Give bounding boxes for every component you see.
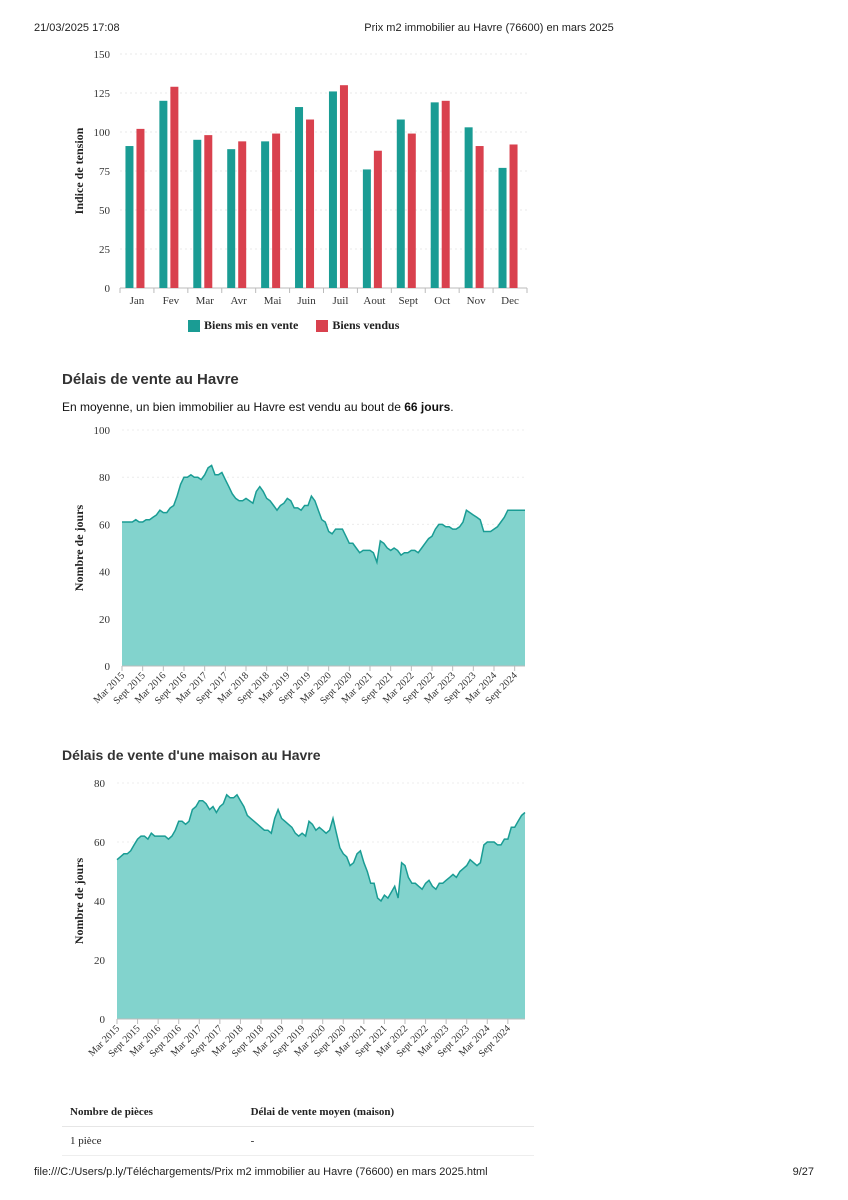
bar-mis-en-vente: [396, 119, 405, 289]
table-cell: -: [242, 1126, 534, 1156]
print-file-path: file:///C:/Users/p.ly/Téléchargements/Pr…: [34, 1166, 488, 1178]
x-tick-label: Oct: [434, 295, 450, 307]
y-tick-label: 40: [94, 896, 106, 908]
y-tick-label: 60: [94, 837, 106, 849]
y-tick-label: 40: [99, 567, 111, 579]
legend-item-biens-vendus[interactable]: Biens vendus: [316, 318, 399, 333]
y-tick-label: 50: [99, 205, 111, 217]
y-tick-label: 80: [99, 472, 111, 484]
bar-vendus: [441, 100, 450, 288]
rooms-table: Nombre de pièces Délai de vente moyen (m…: [62, 1098, 534, 1156]
x-tick-label: Aout: [363, 295, 385, 307]
x-tick-label: Dec: [501, 295, 519, 307]
bar-mis-en-vente: [159, 100, 168, 288]
table-header-row: Nombre de pièces Délai de vente moyen (m…: [62, 1098, 534, 1127]
bar-chart-legend: Biens mis en vente Biens vendus: [188, 318, 399, 333]
bar-vendus: [475, 146, 484, 288]
bar-mis-en-vente: [362, 169, 371, 288]
y-tick-label: 100: [94, 425, 111, 437]
legend-label: Biens mis en vente: [204, 318, 299, 332]
y-tick-label: 125: [94, 88, 111, 100]
section-title-maison: Délais de vente d'une maison au Havre: [62, 747, 321, 763]
section-title-delais: Délais de vente au Havre: [62, 371, 239, 388]
x-tick-label: Mai: [264, 295, 282, 307]
x-tick-label: Jan: [130, 295, 145, 307]
y-tick-label: 60: [99, 519, 111, 531]
area-line: [116, 793, 526, 903]
bar-vendus: [373, 150, 382, 288]
table-cell: 1 pièce: [62, 1126, 243, 1156]
x-tick-label: Sept: [399, 295, 419, 307]
x-tick-label: Fev: [163, 295, 180, 307]
y-tick-label: 100: [94, 127, 111, 139]
bar-mis-en-vente: [125, 146, 134, 288]
y-axis-label: Nombre de jours: [72, 504, 86, 591]
bar-mis-en-vente: [430, 102, 439, 288]
print-datetime: 21/03/2025 17:08: [34, 22, 120, 34]
bar-vendus: [136, 128, 145, 288]
x-tick-label: Avr: [231, 295, 248, 307]
legend-swatch-teal: [188, 319, 200, 332]
x-tick-label: Juin: [297, 295, 316, 307]
legend-swatch-red: [316, 319, 329, 332]
text-bold-days: 66 jours: [404, 400, 451, 414]
section-text-delais: En moyenne, un bien immobilier au Havre …: [62, 400, 454, 414]
area-fill: [117, 794, 525, 1019]
bar-vendus: [509, 144, 518, 288]
bar-vendus: [306, 119, 315, 289]
bar-vendus: [238, 141, 247, 288]
y-axis-label: Nombre de jours: [72, 857, 86, 944]
column-header: Nombre de pièces: [62, 1098, 243, 1127]
y-tick-label: 0: [105, 283, 111, 295]
y-tick-label: 80: [94, 778, 106, 790]
bar-vendus: [204, 135, 213, 288]
bar-mis-en-vente: [261, 141, 270, 288]
y-tick-label: 0: [100, 1014, 106, 1026]
y-axis-label: Indice de tension: [72, 127, 86, 214]
text-after: .: [450, 400, 454, 414]
x-tick-label: Mar: [196, 295, 215, 307]
bar-mis-en-vente: [328, 91, 337, 288]
y-tick-label: 75: [99, 166, 111, 178]
area-fill: [122, 465, 525, 666]
y-tick-label: 0: [105, 661, 111, 673]
bar-vendus: [272, 133, 281, 288]
bar-vendus: [339, 85, 348, 288]
y-tick-label: 25: [99, 244, 111, 256]
bar-mis-en-vente: [295, 107, 304, 288]
tension-bar-chart: 0 25 50 75 100 125 150 Jan Fev Mar Avr Mai Juin Juil A…: [72, 49, 528, 307]
table-row: 1 pièce -: [62, 1126, 534, 1156]
column-header: Délai de vente moyen (maison): [242, 1098, 534, 1127]
legend-label: Biens vendus: [332, 318, 400, 332]
y-tick-label: 20: [94, 955, 106, 967]
x-tick-label: Juil: [333, 295, 349, 307]
bar-vendus: [170, 86, 179, 288]
bar-mis-en-vente: [227, 149, 236, 288]
legend-item-biens-mis-en-vente[interactable]: Biens mis en vente: [188, 318, 298, 333]
bar-mis-en-vente: [498, 167, 507, 288]
y-tick-label: 20: [99, 614, 111, 626]
y-tick-label: 150: [94, 49, 111, 61]
x-tick-label: Nov: [467, 295, 486, 307]
bar-mis-en-vente: [193, 139, 202, 288]
text-before: En moyenne, un bien immobilier au Havre …: [62, 400, 405, 414]
bar-mis-en-vente: [464, 127, 473, 288]
print-page-number: 9/27: [792, 1166, 814, 1178]
print-page-title: Prix m2 immobilier au Havre (76600) en m…: [364, 22, 614, 34]
bar-vendus: [407, 133, 416, 288]
area-line: [122, 464, 525, 566]
